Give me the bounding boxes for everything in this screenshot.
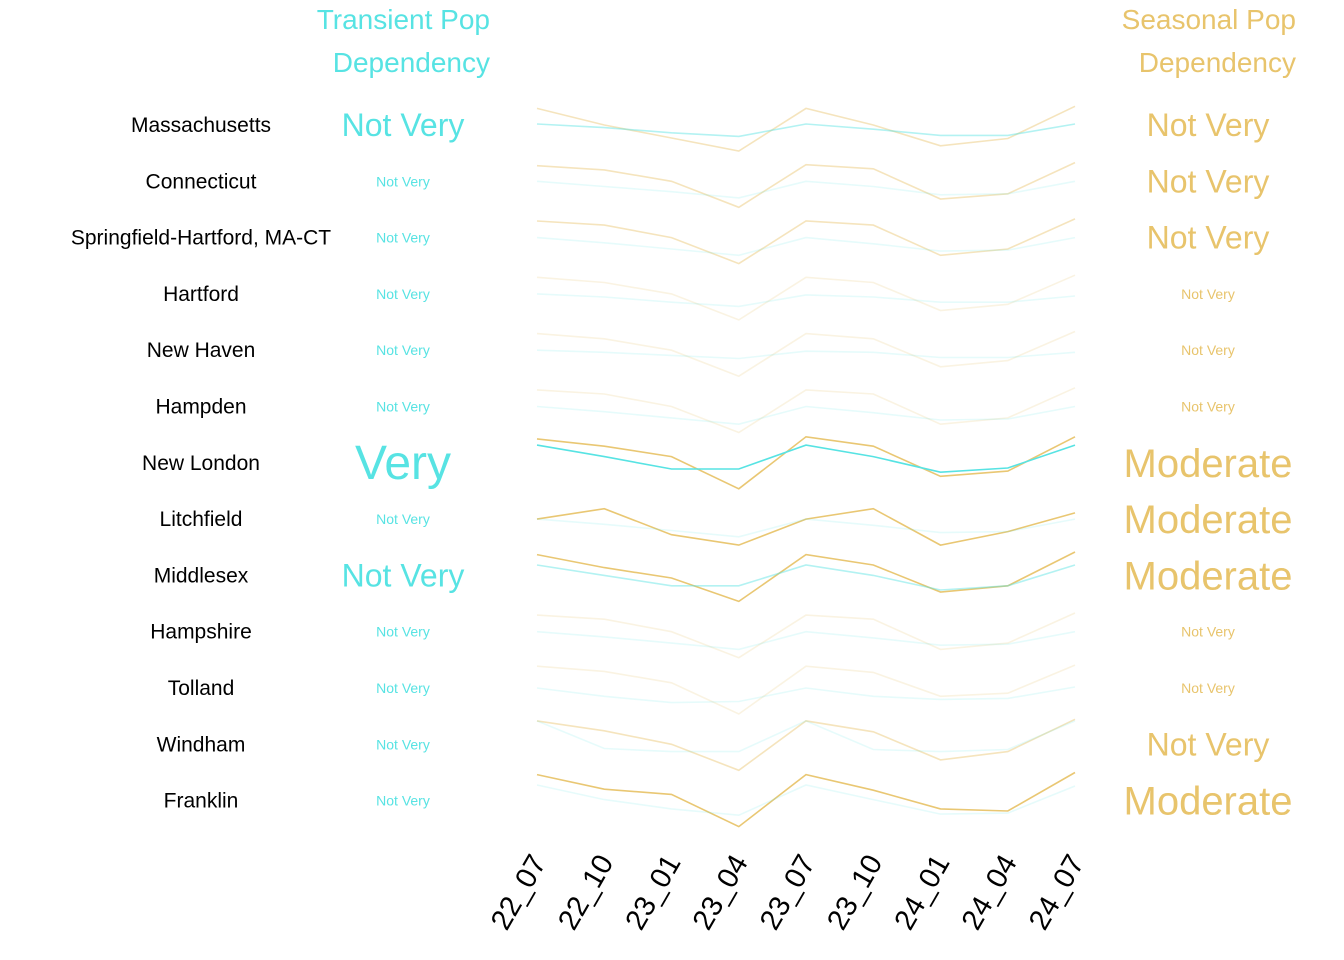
seasonal-level: Not Very <box>1147 163 1270 199</box>
seasonal-level: Not Very <box>1147 220 1270 256</box>
seasonal-series-line <box>536 161 1076 209</box>
right-header-line-1: Seasonal Pop <box>1122 4 1296 35</box>
transient-series-line <box>536 564 1076 591</box>
seasonal-series-line <box>536 771 1076 828</box>
transient-series-line <box>536 784 1076 817</box>
transient-series-line <box>536 518 1076 538</box>
transient-level: Not Very <box>376 736 430 752</box>
region-label: New Haven <box>147 339 256 362</box>
rows: Massachusetts Not Very Not VeryConnecticut… <box>71 105 1293 828</box>
transient-level: Not Very <box>376 230 430 246</box>
seasonal-series-line <box>536 718 1076 772</box>
seasonal-level: Moderate <box>1124 498 1293 542</box>
transient-level: Not Very <box>376 511 430 527</box>
transient-series-line <box>536 630 1076 651</box>
seasonal-level: Not Very <box>1181 399 1235 415</box>
transient-series-line <box>536 349 1076 360</box>
seasonal-series-line <box>536 435 1076 490</box>
region-label: Connecticut <box>146 170 257 193</box>
row-8: Middlesex Not Very Moderate <box>154 551 1293 603</box>
left-header-line-2: Dependency <box>333 47 490 78</box>
seasonal-series-line <box>536 387 1076 434</box>
region-label: Hampshire <box>150 621 252 644</box>
region-label: Tolland <box>168 677 235 700</box>
transient-level: Not Very <box>342 107 465 143</box>
transient-series-line <box>536 180 1076 199</box>
seasonal-series-line <box>536 612 1076 659</box>
row-0: Massachusetts Not Very Not Very <box>131 105 1270 152</box>
seasonal-level: Moderate <box>1124 780 1293 824</box>
seasonal-series-line <box>536 274 1076 321</box>
row-7: Litchfield Not Very Moderate <box>160 498 1293 546</box>
seasonal-series-line <box>536 105 1076 152</box>
seasonal-level: Not Very <box>1147 107 1270 143</box>
seasonal-level: Not Very <box>1181 342 1235 358</box>
seasonal-level: Not Very <box>1147 726 1270 762</box>
row-5: Hampden Not Very Not Very <box>155 387 1235 434</box>
x-tick-label: 22_07 <box>485 850 553 936</box>
seasonal-series-line <box>536 218 1076 265</box>
region-label: Windham <box>157 733 246 756</box>
region-label: Franklin <box>164 790 239 813</box>
left-header-line-1: Transient Pop <box>317 4 490 35</box>
x-tick-label: 23_07 <box>754 850 822 936</box>
x-tick-label: 23_04 <box>687 850 755 936</box>
transient-series-line <box>536 720 1076 753</box>
transient-series-line <box>536 444 1076 474</box>
transient-level: Not Very <box>376 680 430 696</box>
right-header-line-2: Dependency <box>1139 47 1296 78</box>
row-3: Hartford Not Very Not Very <box>163 274 1235 321</box>
x-tick-label: 24_04 <box>956 850 1024 936</box>
row-12: Franklin Not Very Moderate <box>164 771 1293 828</box>
row-4: New Haven Not Very Not Very <box>147 330 1235 378</box>
transient-level: Not Very <box>376 793 430 809</box>
transient-level: Not Very <box>342 557 465 593</box>
transient-level: Not Very <box>376 624 430 640</box>
transient-level: Not Very <box>376 399 430 415</box>
transient-series-line <box>536 236 1076 257</box>
transient-series-line <box>536 686 1076 704</box>
region-label: Massachusetts <box>131 114 271 137</box>
region-label: Litchfield <box>160 508 243 531</box>
region-label: New London <box>142 452 260 475</box>
row-11: Windham Not Very Not Very <box>157 718 1270 772</box>
seasonal-series-line <box>536 507 1076 546</box>
x-tick-label: 22_10 <box>552 850 620 936</box>
x-tick-label: 24_01 <box>889 850 957 936</box>
transient-series-line <box>536 405 1076 426</box>
transient-series-line <box>536 293 1076 308</box>
region-label: Hampden <box>155 396 246 419</box>
row-6: New London Very Moderate <box>142 435 1293 490</box>
seasonal-series-line <box>536 551 1076 603</box>
transient-level: Not Very <box>376 342 430 358</box>
transient-level: Very <box>355 437 451 490</box>
seasonal-level: Not Very <box>1181 680 1235 696</box>
seasonal-level: Not Very <box>1181 286 1235 302</box>
seasonal-level: Moderate <box>1124 554 1293 598</box>
transient-level: Not Very <box>376 286 430 302</box>
x-tick-label: 24_07 <box>1023 850 1091 936</box>
x-axis: 22_07 22_10 23_01 23_04 23_07 23_10 24_01 24_04… <box>485 850 1091 936</box>
column-headers: Transient Pop Dependency Seasonal Pop De… <box>317 4 1296 78</box>
row-10: Tolland Not Very Not Very <box>168 664 1235 715</box>
row-2: Springfield-Hartford, MA-CT Not Very Not V… <box>71 218 1270 265</box>
transient-series-line <box>536 123 1076 138</box>
seasonal-level: Moderate <box>1124 442 1293 486</box>
row-1: Connecticut Not Very Not Very <box>146 161 1270 209</box>
region-label: Springfield-Hartford, MA-CT <box>71 227 331 250</box>
seasonal-level: Not Very <box>1181 624 1235 640</box>
seasonal-series-line <box>536 664 1076 715</box>
seasonal-series-line <box>536 330 1076 378</box>
transient-level: Not Very <box>376 173 430 189</box>
region-label: Middlesex <box>154 564 249 587</box>
x-tick-label: 23_10 <box>821 850 889 936</box>
region-label: Hartford <box>163 283 239 306</box>
row-9: Hampshire Not Very Not Very <box>150 612 1235 659</box>
x-tick-label: 23_01 <box>620 850 688 936</box>
